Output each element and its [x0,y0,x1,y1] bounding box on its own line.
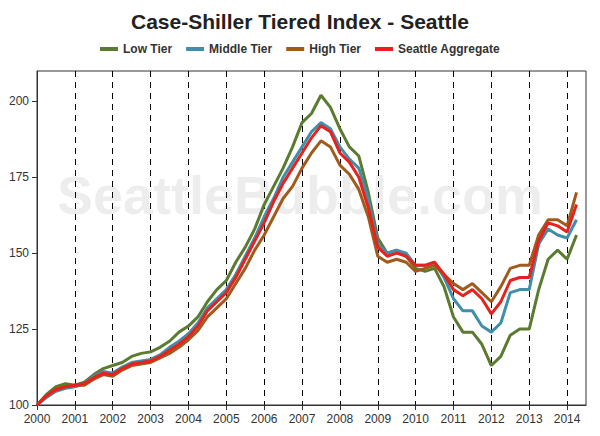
svg-text:2014: 2014 [554,412,581,426]
svg-text:2012: 2012 [478,412,505,426]
svg-text:Low Tier: Low Tier [123,42,172,56]
svg-text:2006: 2006 [251,412,278,426]
svg-text:2013: 2013 [516,412,543,426]
svg-text:Seattle Aggregate: Seattle Aggregate [398,42,500,56]
svg-text:2005: 2005 [213,412,240,426]
svg-text:2010: 2010 [402,412,429,426]
svg-text:2000: 2000 [24,412,51,426]
svg-text:2007: 2007 [289,412,316,426]
svg-text:175: 175 [9,170,29,184]
svg-text:2002: 2002 [99,412,126,426]
svg-text:200: 200 [9,94,29,108]
svg-text:2001: 2001 [62,412,89,426]
svg-text:2004: 2004 [175,412,202,426]
svg-text:125: 125 [9,322,29,336]
svg-text:150: 150 [9,246,29,260]
svg-text:SeattleBubble.com: SeattleBubble.com [56,165,544,225]
svg-text:2011: 2011 [441,412,467,426]
svg-text:2008: 2008 [327,412,354,426]
svg-text:100: 100 [9,398,29,412]
svg-text:2003: 2003 [137,412,164,426]
svg-text:Case-Shiller Tiered Index - Se: Case-Shiller Tiered Index - Seattle [131,10,469,33]
svg-text:Middle Tier: Middle Tier [209,42,272,56]
svg-text:High Tier: High Tier [309,42,361,56]
svg-text:2009: 2009 [364,412,391,426]
